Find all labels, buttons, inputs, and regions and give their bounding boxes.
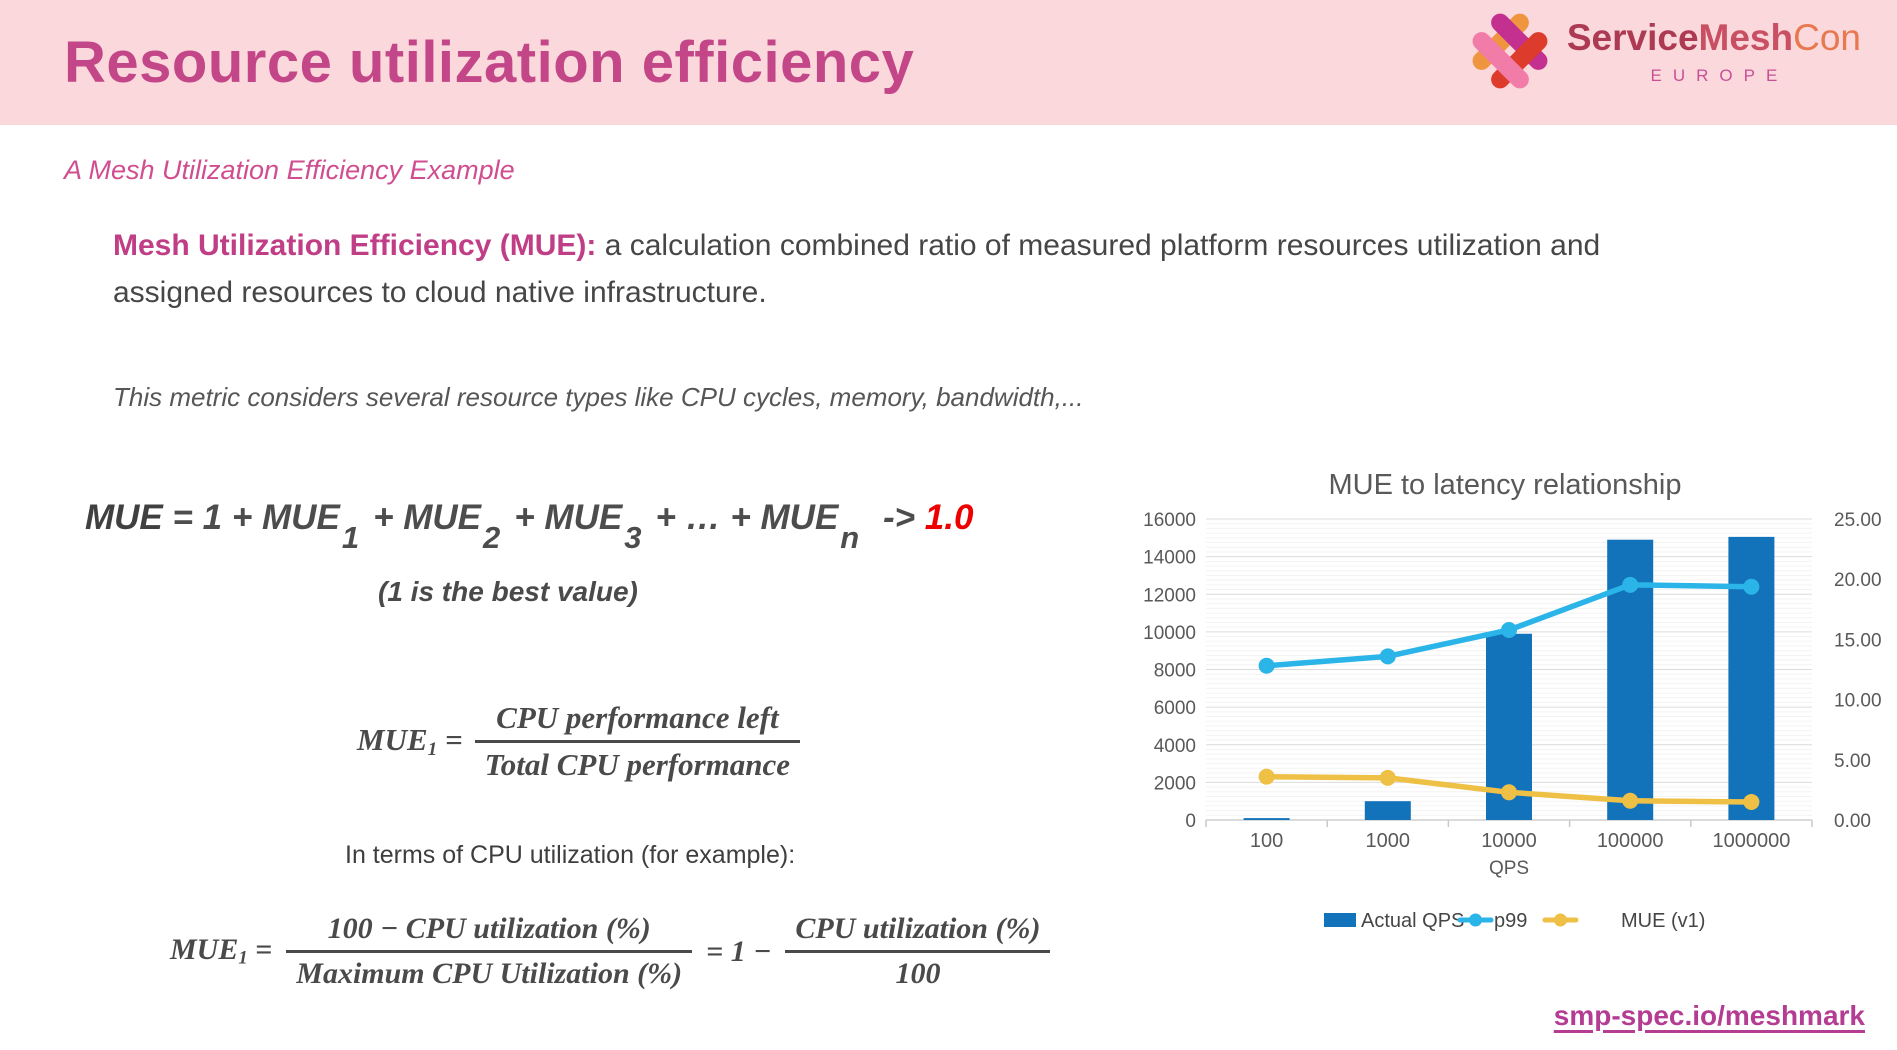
left-axis-tick: 6000 xyxy=(1154,698,1196,719)
axis-labels: 0 2000 4000 6000 8000 10000 12000 14000 16000 0.0… xyxy=(1143,510,1881,852)
mue-definition-body: a calculation combined ratio of measured… xyxy=(113,229,1601,309)
logo-text: ServiceMeshCon EUROPE xyxy=(1567,17,1861,86)
mue1-formula: MUE1 = CPU performance left Total CPU pe… xyxy=(357,700,801,783)
line-series-mue-v1- xyxy=(1258,768,1760,810)
cpu-formula-lhs: MUE1 = xyxy=(170,933,273,969)
cpu-utilization-note: In terms of CPU utilization (for example… xyxy=(345,841,796,869)
left-axis-tick: 4000 xyxy=(1154,736,1196,757)
legend-swatch xyxy=(1324,913,1356,927)
slide-subtitle: A Mesh Utilization Efficiency Example xyxy=(64,155,515,185)
mue-latency-chart: 0 2000 4000 6000 8000 10000 12000 14000 16000 0.0… xyxy=(1128,450,1897,950)
brand-con: Con xyxy=(1793,16,1861,58)
x-axis-title: QPS xyxy=(1489,858,1529,879)
mue-definition: Mesh Utilization Efficiency (MUE): a cal… xyxy=(113,222,1673,316)
brand-service: Service xyxy=(1566,16,1699,58)
line-series-p99 xyxy=(1258,576,1760,674)
meshmark-link[interactable]: smp-spec.io/meshmark xyxy=(1553,1000,1865,1031)
left-axis-tick: 0 xyxy=(1185,811,1196,832)
x-category-label: 1000000 xyxy=(1712,830,1790,852)
formula-arrow: -> xyxy=(873,498,925,537)
mue1-fraction: CPU performance left Total CPU performan… xyxy=(474,700,801,783)
left-axis-tick: 2000 xyxy=(1154,773,1196,794)
x-category-label: 1000 xyxy=(1366,830,1411,852)
woven-hash-logo-icon xyxy=(1472,13,1548,89)
brand-wordmark: ServiceMeshCon xyxy=(1567,17,1861,59)
right-axis-tick: 20.00 xyxy=(1834,570,1882,591)
mue-latency-chart-svg: 0 2000 4000 6000 8000 10000 12000 14000 16000 0.0… xyxy=(1143,469,1881,932)
left-axis-tick: 14000 xyxy=(1143,548,1196,569)
fraction-numerator: CPU performance left xyxy=(474,700,801,743)
cpu-utilization-formula: MUE1 = 100 − CPU utilization (%) Maximum… xyxy=(170,912,1051,991)
right-axis-tick: 5.00 xyxy=(1834,751,1871,772)
left-axis-tick: 10000 xyxy=(1143,623,1196,644)
right-axis-tick: 15.00 xyxy=(1834,630,1882,651)
left-axis-tick: 8000 xyxy=(1154,661,1196,682)
formula-lhs: MUE xyxy=(85,498,163,537)
chart-title: MUE to latency relationship xyxy=(1329,469,1682,501)
formula-term: + MUE xyxy=(514,498,623,537)
right-axis-tick: 10.00 xyxy=(1834,691,1882,712)
resource-types-note: This metric considers several resource t… xyxy=(113,382,1084,412)
x-category-label: 100000 xyxy=(1597,830,1664,852)
fraction-numerator: 100 − CPU utilization (%) xyxy=(286,912,693,953)
page-title: Resource utilization efficiency xyxy=(64,30,915,95)
servicemeshcon-logo: ServiceMeshCon EUROPE xyxy=(1469,10,1861,92)
fraction-denominator: 100 xyxy=(895,957,941,990)
legend-label: Actual QPS xyxy=(1361,910,1464,932)
brand-mesh: Mesh xyxy=(1698,16,1794,58)
formula-term: + … + MUE xyxy=(655,498,839,537)
cpu-fraction-1: 100 − CPU utilization (%) Maximum CPU Ut… xyxy=(286,912,693,991)
best-value-caption: (1 is the best value) xyxy=(378,576,638,607)
header-band xyxy=(0,0,1897,125)
chart-legend: Actual QPS p99 MUE (v1) xyxy=(1324,910,1705,932)
brand-region: EUROPE xyxy=(1650,65,1789,85)
formula-subscript: n xyxy=(840,520,860,555)
legend-label: p99 xyxy=(1494,910,1527,932)
mue-sum-formula: MUE = 1 + MUE1+ MUE2+ MUE3+ … + MUEn -> … xyxy=(85,498,974,555)
cpu-formula-mid: = 1 − xyxy=(706,934,772,968)
legend-label: MUE (v1) xyxy=(1621,910,1705,932)
fraction-denominator: Total CPU performance xyxy=(484,747,791,782)
right-axis-tick: 25.00 xyxy=(1834,510,1882,531)
left-axis-tick: 12000 xyxy=(1143,585,1196,606)
fraction-numerator: CPU utilization (%) xyxy=(785,912,1051,953)
mue-definition-lead: Mesh Utilization Efficiency (MUE): xyxy=(113,229,597,262)
right-axis-tick: 0.00 xyxy=(1834,811,1871,832)
x-category-label: 100 xyxy=(1250,830,1283,852)
formula-subscript: 1 xyxy=(341,520,360,555)
formula-term: + MUE xyxy=(373,498,482,537)
mue1-lhs: MUE1 = xyxy=(357,722,463,760)
formula-target-value: 1.0 xyxy=(924,498,974,537)
formula-term: = 1 + MUE xyxy=(162,498,340,537)
fraction-denominator: Maximum CPU Utilization (%) xyxy=(296,957,683,990)
left-axis-tick: 16000 xyxy=(1143,510,1196,531)
formula-subscript: 2 xyxy=(483,520,501,555)
cpu-fraction-2: CPU utilization (%) 100 xyxy=(785,912,1051,991)
x-category-label: 10000 xyxy=(1481,830,1537,852)
formula-subscript: 3 xyxy=(624,520,642,555)
